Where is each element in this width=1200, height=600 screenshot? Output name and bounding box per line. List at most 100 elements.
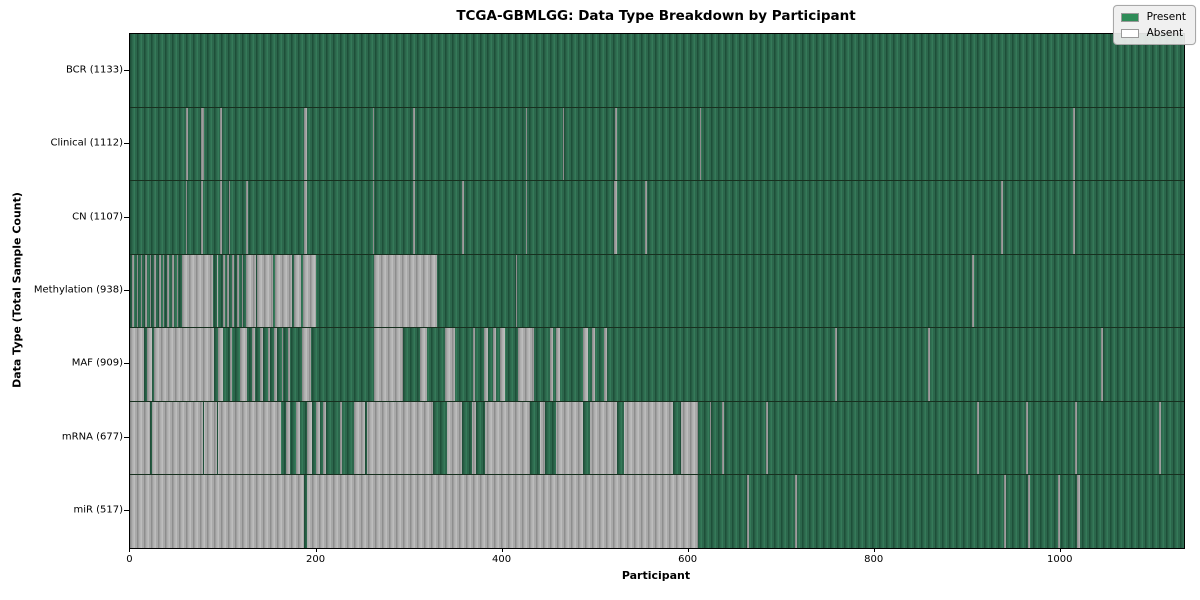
- absent-segment: [203, 107, 205, 181]
- absent-segment: [239, 328, 248, 401]
- absent-segment: [977, 401, 980, 475]
- absent-segment: [709, 401, 712, 475]
- present-segment: [462, 401, 473, 475]
- absent-segment: [303, 107, 307, 181]
- absent-segment: [256, 254, 274, 328]
- absent-segment: [613, 181, 617, 254]
- x-tick-label: 400: [492, 554, 512, 565]
- absent-segment: [176, 254, 179, 328]
- absent-segment: [323, 401, 327, 475]
- present-segment: [476, 401, 486, 475]
- absent-segment: [218, 328, 224, 401]
- present-segment: [433, 401, 448, 475]
- row-strip-MAF: [130, 327, 1184, 401]
- absent-segment: [303, 254, 317, 328]
- absent-segment: [185, 181, 187, 254]
- absent-segment: [130, 475, 699, 549]
- absent-segment: [614, 107, 617, 181]
- absent-segment: [171, 254, 174, 328]
- absent-segment: [229, 328, 233, 401]
- absent-segment: [766, 401, 769, 475]
- y-tick-mark: [124, 143, 129, 145]
- absent-segment: [275, 254, 292, 328]
- x-tick-mark: [1059, 548, 1061, 552]
- absent-segment: [185, 107, 188, 181]
- absent-segment: [246, 181, 249, 254]
- absent-segment: [492, 328, 496, 401]
- absent-segment: [295, 401, 301, 475]
- x-tick-label: 1000: [1047, 554, 1073, 565]
- absent-segment: [604, 328, 608, 401]
- legend-swatch-present: [1120, 12, 1139, 22]
- absent-segment: [500, 328, 505, 401]
- row-strip-mRNA: [130, 400, 1184, 475]
- absent-segment: [131, 254, 134, 328]
- present-segment: [216, 401, 219, 475]
- absent-segment: [462, 181, 464, 254]
- absent-segment: [1027, 475, 1030, 549]
- legend-label-absent: Absent: [1146, 27, 1184, 39]
- x-tick-mark: [501, 548, 503, 552]
- absent-segment: [1058, 475, 1061, 549]
- absent-segment: [200, 181, 203, 254]
- absent-segment: [316, 401, 320, 475]
- x-tick-label: 800: [864, 554, 884, 565]
- absent-segment: [241, 254, 244, 328]
- absent-segment: [1158, 401, 1161, 475]
- y-tick-label-CN: CN (1107): [72, 211, 123, 223]
- legend-label-present: Present: [1146, 11, 1186, 23]
- absent-segment: [562, 107, 565, 181]
- absent-segment: [373, 328, 404, 401]
- absent-segment: [293, 254, 302, 328]
- absent-segment: [302, 328, 312, 401]
- absent-segment: [232, 254, 235, 328]
- absent-segment: [445, 328, 455, 401]
- absent-segment: [1075, 401, 1078, 475]
- y-tick-mark: [124, 290, 129, 291]
- absent-segment: [795, 475, 797, 549]
- absent-segment: [473, 328, 476, 401]
- present-segment: [202, 401, 205, 475]
- absent-segment: [372, 107, 374, 181]
- y-tick-label-mRNA: mRNA (677): [61, 431, 123, 443]
- absent-segment: [220, 107, 223, 181]
- y-tick-mark: [124, 510, 129, 512]
- absent-segment: [260, 328, 264, 401]
- y-tick-mark: [124, 216, 129, 218]
- absent-segment: [354, 401, 699, 475]
- absent-segment: [1000, 181, 1003, 254]
- absent-segment: [1077, 475, 1080, 549]
- absent-segment: [154, 328, 214, 401]
- absent-segment: [246, 254, 256, 328]
- absent-segment: [251, 328, 255, 401]
- x-tick-mark: [873, 548, 875, 552]
- absent-segment: [526, 107, 528, 181]
- absent-segment: [130, 328, 144, 401]
- absent-segment: [645, 181, 648, 254]
- present-segment: [150, 401, 153, 475]
- absent-segment: [1004, 475, 1007, 549]
- absent-segment: [274, 328, 277, 401]
- present-segment: [365, 401, 368, 475]
- present-segment: [530, 401, 541, 475]
- y-tick-label-Clinical: Clinical (1112): [50, 137, 124, 149]
- absent-segment: [286, 401, 290, 475]
- absent-segment: [154, 254, 157, 328]
- absent-segment: [373, 254, 437, 328]
- absent-segment: [372, 181, 374, 254]
- absent-segment: [340, 401, 343, 475]
- absent-segment: [236, 254, 239, 328]
- absent-segment: [306, 401, 313, 475]
- absent-segment: [182, 254, 213, 328]
- absent-segment: [158, 254, 161, 328]
- chart-title: TCGA-GBMLGG: Data Type Breakdown by Part…: [456, 8, 856, 24]
- absent-segment: [228, 181, 231, 254]
- y-tick-label-Methylation: Methylation (938): [33, 284, 123, 296]
- absent-segment: [583, 328, 588, 401]
- absent-segment: [746, 475, 749, 549]
- y-tick-label-MAF: MAF (909): [71, 357, 123, 369]
- absent-segment: [149, 254, 152, 328]
- absent-segment: [550, 328, 554, 401]
- y-tick-label-BCR: BCR (1133): [65, 64, 123, 76]
